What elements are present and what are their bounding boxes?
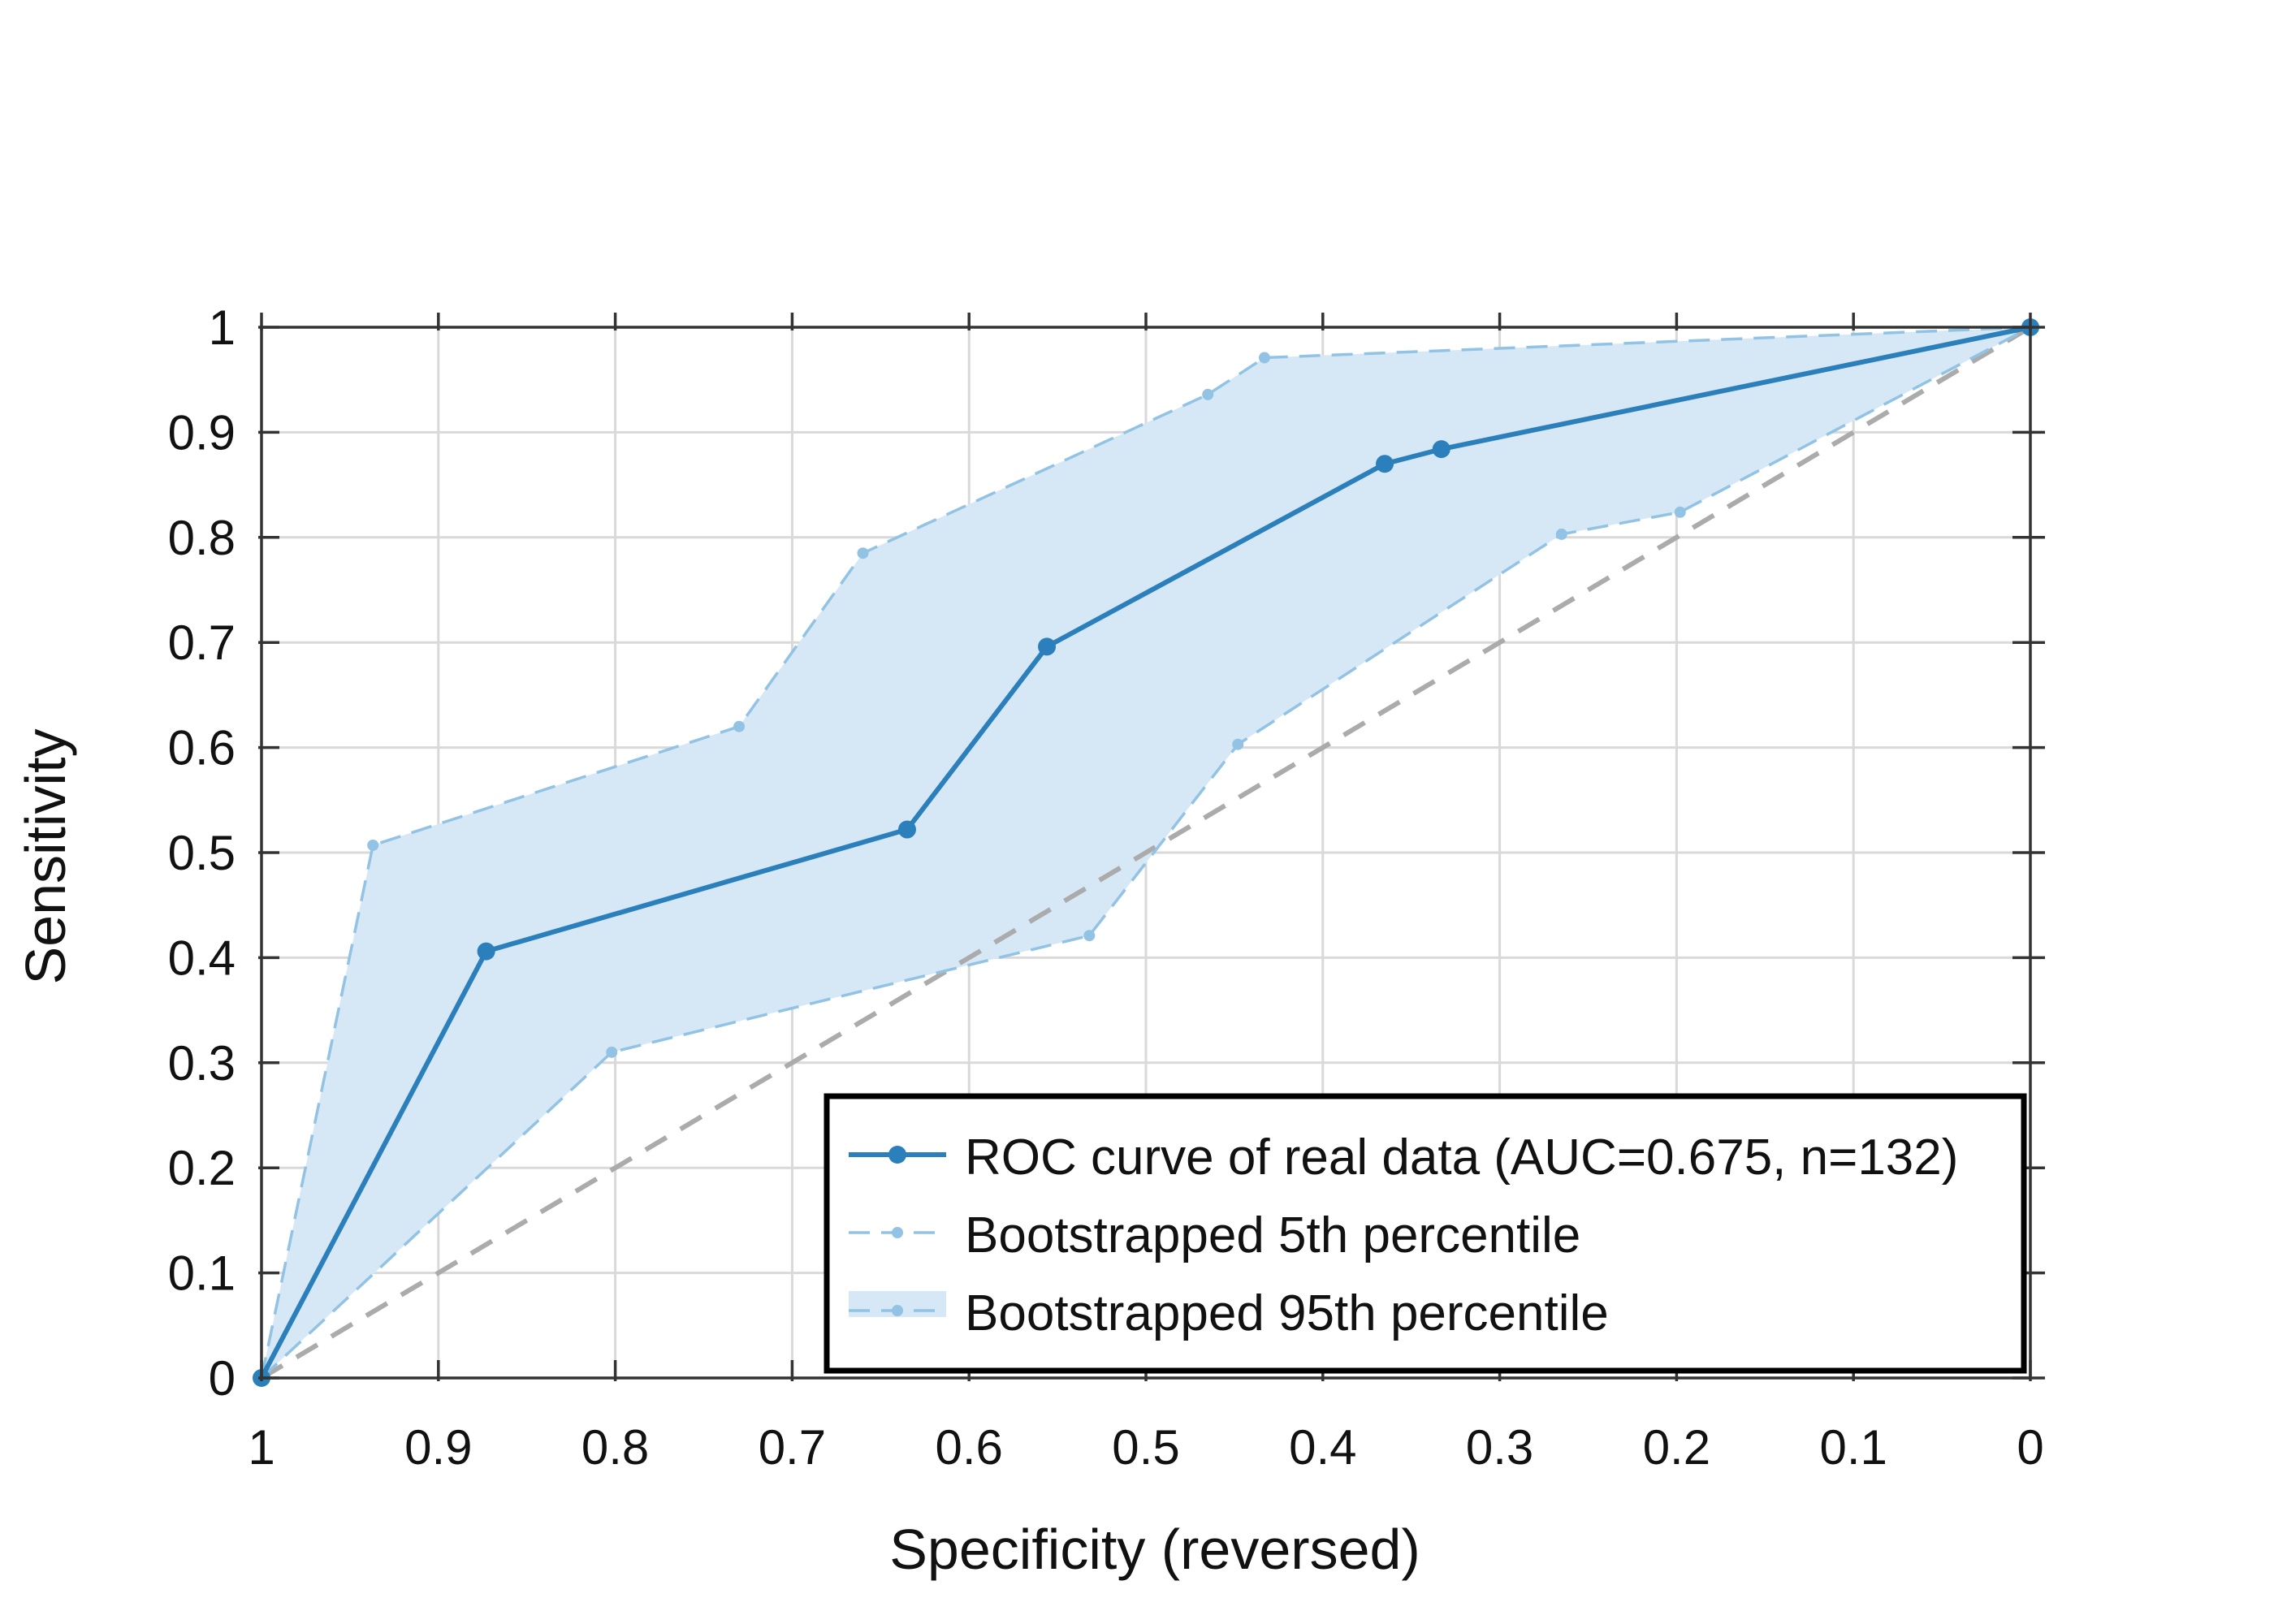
point-p5-2 [1083,930,1096,942]
legend-label-p95: Bootstrapped 95th percentile [965,1285,1609,1341]
point-p5-1 [606,1046,618,1058]
y-tick-label-7: 0.7 [168,615,236,670]
point-roc-1 [477,942,495,961]
series-lines [253,318,2039,1387]
point-p5-4 [1555,528,1567,540]
x-tick-label-0: 1 [248,1420,275,1475]
y-tick-label-1: 0.1 [168,1246,236,1301]
point-p95-2 [733,720,746,732]
y-tick-label-2: 0.2 [168,1141,236,1195]
x-tick-label-7: 0.3 [1466,1420,1533,1475]
y-tick-label-0: 0 [209,1351,236,1406]
legend-item-p5: Bootstrapped 5th percentile [849,1207,1580,1263]
point-p95-1 [367,839,379,851]
legend-label-p5: Bootstrapped 5th percentile [965,1207,1580,1263]
legend: ROC curve of real data (AUC=0.675, n=132… [824,1093,2027,1374]
y-tick-label-8: 0.8 [168,511,236,565]
legend-marker-roc [888,1146,906,1164]
point-p95-5 [1258,352,1270,364]
x-tick-label-6: 0.4 [1289,1420,1356,1475]
x-tick-label-1: 0.9 [404,1420,472,1475]
legend-box [824,1093,2027,1374]
y-tick-label-3: 0.3 [168,1036,236,1091]
y-tick-label-6: 0.6 [168,721,236,775]
x-tick-label-8: 0.2 [1643,1420,1710,1475]
x-tick-label-2: 0.8 [581,1420,649,1475]
legend-item-roc: ROC curve of real data (AUC=0.675, n=132… [849,1129,1958,1186]
y-tick-label-9: 0.9 [168,405,236,460]
point-p95-3 [857,547,869,559]
y-tick-label-10: 1 [209,300,236,355]
x-tick-label-4: 0.6 [935,1420,1002,1475]
y-tick-label-4: 0.4 [168,931,236,985]
point-p95-4 [1202,388,1214,400]
point-p5-5 [1674,506,1686,518]
point-roc-5 [1432,440,1450,459]
point-roc-3 [1038,637,1057,656]
y-axis-label: Sensitivity [14,728,77,984]
point-roc-4 [1376,455,1394,473]
diagonal-reference [260,325,2032,1380]
axis-ticks: 1 0.9 0.8 0.7 0.6 0.5 0.4 0.3 0.2 0.1 0 0 0.1 0.2 0.3 0… [168,300,2045,1475]
y-tick-label-5: 0.5 [168,826,236,880]
x-axis-label: Specificity (reversed) [889,1518,1420,1581]
legend-marker-p5 [892,1227,903,1238]
x-tick-label-5: 0.5 [1112,1420,1179,1475]
x-tick-label-3: 0.7 [759,1420,826,1475]
diagonal-reference-line [260,325,2032,1380]
legend-marker-p95 [892,1305,903,1316]
x-tick-label-10: 0 [2017,1420,2043,1475]
legend-label-roc: ROC curve of real data (AUC=0.675, n=132… [965,1129,1958,1186]
x-tick-label-9: 0.1 [1819,1420,1887,1475]
point-p5-3 [1232,738,1244,750]
legend-item-p95: Bootstrapped 95th percentile [849,1285,1609,1341]
point-roc-2 [897,820,916,839]
